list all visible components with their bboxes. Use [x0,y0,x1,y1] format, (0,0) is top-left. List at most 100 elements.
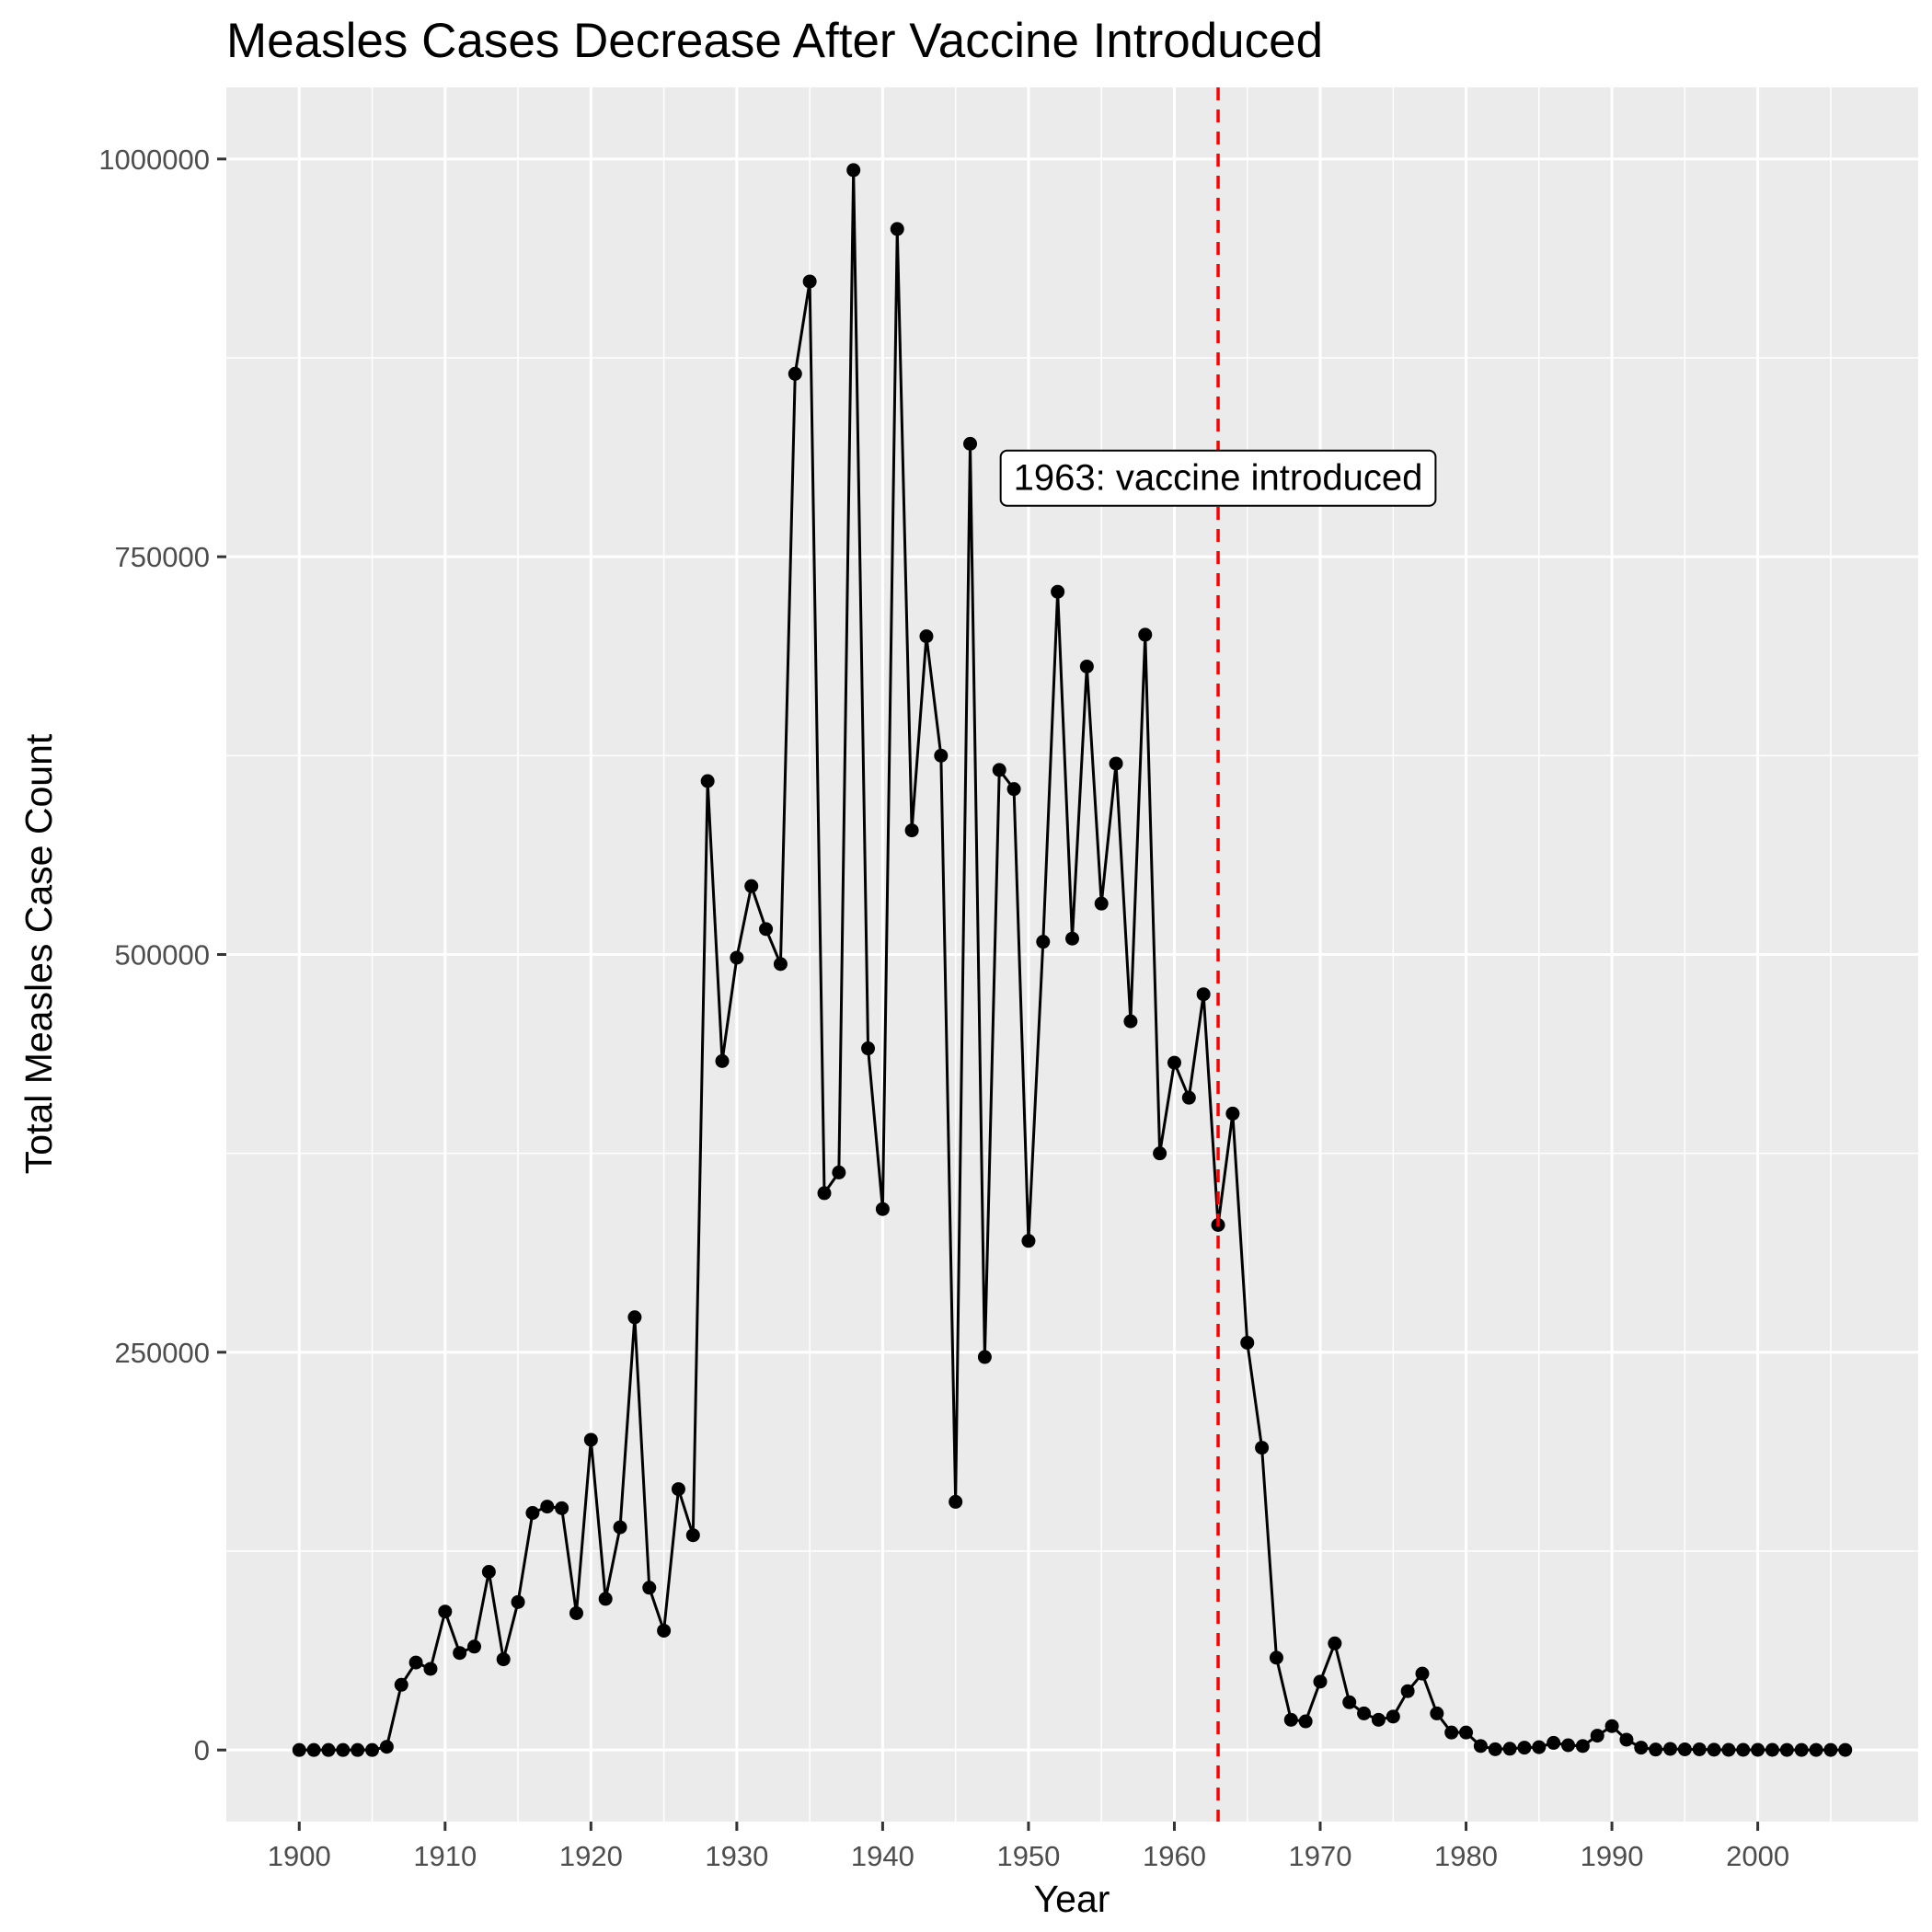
x-axis-label: Year [1034,1878,1110,1920]
data-point [1342,1695,1357,1709]
data-point [1444,1725,1459,1740]
x-tick-label: 2000 [1726,1840,1789,1872]
data-point [788,366,802,381]
data-point [1328,1636,1342,1650]
data-point [832,1165,846,1179]
data-point [657,1623,672,1638]
y-axis-label: Total Measles Case Count [17,733,60,1174]
data-point [1021,1234,1036,1248]
data-point [1153,1146,1167,1161]
data-point [613,1520,627,1535]
x-tick-label: 1950 [996,1840,1060,1872]
data-point [1619,1732,1634,1747]
data-point [949,1494,963,1509]
x-tick-label: 1920 [559,1840,623,1872]
data-point [1473,1739,1488,1754]
data-point [934,748,949,763]
data-point [1240,1335,1255,1350]
data-point [642,1581,657,1595]
axis-ticks: 1900 1910 1920 1930 1940 1950 1960 1970 1980 1990… [98,144,1789,1872]
data-point [700,774,715,788]
data-point [1313,1674,1328,1689]
x-tick-label: 1970 [1289,1840,1352,1872]
y-tick-label: 0 [194,1734,210,1766]
data-point [438,1604,453,1619]
y-tick-label: 250000 [115,1337,210,1369]
data-point [1677,1742,1692,1756]
data-point [744,879,759,893]
data-point [583,1432,598,1447]
data-point [963,436,978,451]
data-point [481,1564,496,1579]
data-point [1692,1742,1707,1756]
data-point [1109,756,1123,771]
data-point [773,957,788,972]
data-point [1298,1714,1313,1729]
data-point [351,1742,365,1757]
data-point [919,629,934,644]
data-point [1707,1742,1721,1757]
data-point [394,1677,408,1692]
data-point [890,222,904,236]
data-point [1736,1742,1751,1757]
data-point [336,1742,351,1757]
data-point [1123,1014,1138,1029]
data-point [802,274,817,289]
chart-title: Measles Cases Decrease After Vaccine Int… [226,14,1323,68]
data-point [321,1742,336,1757]
data-point [511,1594,525,1609]
data-point [1181,1090,1196,1105]
annotation-box [999,449,1437,507]
data-point [555,1501,569,1515]
data-point [1196,987,1211,1002]
data-point [1502,1742,1517,1756]
data-point [1751,1742,1765,1757]
data-point [1575,1739,1590,1754]
data-point [1006,782,1021,797]
data-point [1590,1729,1604,1743]
data-point [1138,627,1153,642]
data-point [496,1652,511,1667]
y-tick-label: 750000 [115,541,210,573]
data-point [1809,1742,1823,1757]
vaccine-annotation: 1963: vaccine introduced [999,449,1437,507]
data-point [904,823,919,838]
data-point [1765,1742,1779,1757]
data-point [467,1639,482,1654]
data-point [1255,1441,1270,1455]
x-tick-label: 1900 [268,1840,331,1872]
gridlines [226,87,1918,1822]
data-point [1459,1725,1474,1740]
data-point [875,1202,890,1216]
data-point [730,950,744,965]
data-point [1430,1706,1444,1720]
data-point [1269,1650,1283,1665]
data-point [1634,1741,1649,1755]
data-point [1532,1740,1547,1754]
data-point [525,1506,540,1521]
data-point [453,1646,467,1661]
data-point [1561,1738,1576,1753]
data-point [1036,935,1051,949]
x-tick-label: 1990 [1581,1840,1644,1872]
data-point [569,1605,583,1620]
x-tick-label: 1930 [705,1840,768,1872]
data-point [1662,1742,1677,1756]
data-point [977,1350,992,1364]
data-point [1823,1742,1838,1757]
data-point [1225,1106,1240,1121]
data-point [715,1053,730,1068]
y-tick-label: 1000000 [98,144,210,176]
data-point [1283,1712,1298,1727]
data-point [1779,1742,1794,1757]
data-point [846,163,861,178]
data-point [1371,1712,1386,1727]
data-point [861,1041,876,1056]
data-point [408,1655,423,1670]
data-point [671,1482,685,1497]
y-tick-label: 500000 [115,939,210,972]
data-point [1604,1719,1619,1733]
data-point [1094,896,1109,911]
data-point [1547,1735,1561,1750]
